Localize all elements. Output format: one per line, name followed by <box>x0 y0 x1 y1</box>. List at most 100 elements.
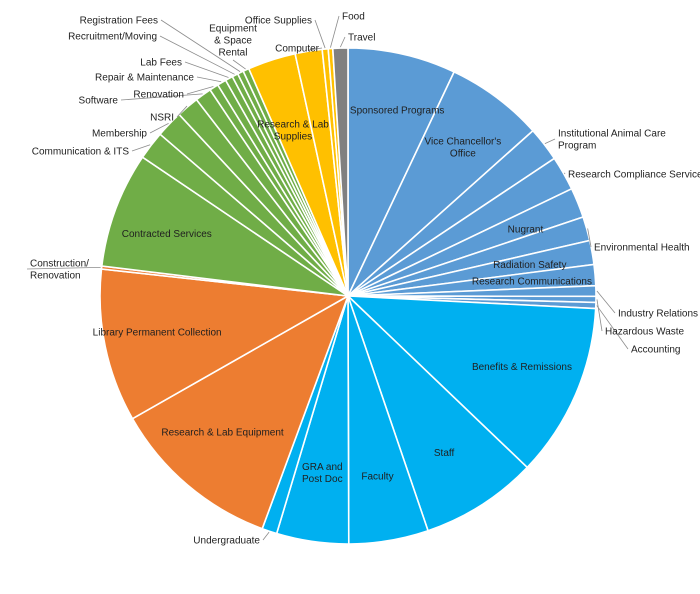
slice-sponsored-programs <box>347 47 456 297</box>
slice-hazardous-waste-label: Hazardous Waste <box>605 327 685 338</box>
slice-construction-renovation-label: Construction/Renovation <box>30 259 89 282</box>
slice-gra-and-post-doc-label: GRA and Post Doc <box>302 462 343 485</box>
slice-radiation-safety-label: Radiation Safety <box>493 260 566 271</box>
slice-communication-its-label: Communication & ITS <box>32 147 130 158</box>
slice-membership-label-line: Membership <box>92 129 147 140</box>
slice-research-compliance-services-label: Research Compliance Services <box>568 170 700 181</box>
slice-office-supplies-label-line: Office Supplies <box>245 16 312 27</box>
slice-research-communications-label-line: Research Communications <box>472 276 592 287</box>
slice-communication-its-leader-line <box>131 144 151 152</box>
slice-travel-label: Travel <box>348 33 375 44</box>
slice-communication-its-label-line: Communication & ITS <box>32 147 130 158</box>
slice-undergraduate-label: Undergraduate <box>193 536 260 547</box>
slice-software-label: Software <box>79 96 119 107</box>
slice-research-lab-supplies-label-line: Supplies <box>274 132 312 143</box>
slice-benefits-remissions <box>345 295 597 469</box>
slice-recruitment-moving-label-line: Recruitment/Moving <box>68 32 157 43</box>
slice-nsri-leader-line <box>176 105 188 118</box>
slices-layer <box>99 47 597 545</box>
slice-environmental-health-label-line: Environmental Health <box>594 243 690 254</box>
slice-benefits-remissions-label-line: Benefits & Remissions <box>472 362 572 373</box>
slice-equipment-space-rental-label-line: Rental <box>219 48 248 59</box>
slice-vice-chancellor-s-office-label: Vice Chancellor's Office <box>425 136 502 159</box>
slice-research-lab-equipment-label-line: Research & Lab Equipment <box>161 428 284 439</box>
slice-food-label: Food <box>342 12 365 23</box>
slice-hazardous-waste-label-line: Hazardous Waste <box>605 327 685 338</box>
slice-office-supplies-leader-line <box>314 19 326 49</box>
slice-research-lab-supplies-label-line: Research & Lab <box>257 120 329 131</box>
slice-sponsored-programs-label-line: Sponsored Programs <box>350 105 445 116</box>
slice-gra-and-post-doc-label-line: Post Doc <box>302 474 343 485</box>
slice-vice-chancellor-s-office-label-line: Vice Chancellor's <box>425 136 502 147</box>
slice-environmental-health-label: Environmental Health <box>594 243 690 254</box>
slice-construction-renovation-label-line: Renovation <box>30 271 81 282</box>
slice-lab-fees-label: Lab Fees <box>140 58 182 69</box>
slice-industry-relations-leader-line <box>596 290 616 314</box>
slice-registration-fees-leader-line <box>160 19 241 72</box>
slice-staff-label: Staff <box>434 448 455 459</box>
slice-undergraduate-leader-line <box>262 531 270 541</box>
slice-food-leader-line <box>330 15 340 48</box>
slice-faculty-label-line: Faculty <box>361 472 393 483</box>
slice-contracted-services-label-line: Contracted Services <box>122 229 212 240</box>
slice-faculty-label: Faculty <box>361 472 393 483</box>
slice-equipment-space-rental-label-line: & Space <box>214 36 252 47</box>
slice-institutional-animal-care-program-label-line: Program <box>558 141 596 152</box>
slice-research-lab-equipment-label: Research & Lab Equipment <box>161 428 284 439</box>
slice-nsri-label-line: NSRI <box>150 113 174 124</box>
slice-nugrant-label-line: Nugrant <box>508 224 544 235</box>
slice-research-communications-label: Research Communications <box>472 276 592 287</box>
slice-nsri-label: NSRI <box>150 113 174 124</box>
slice-repair-maintenance-leader-line <box>196 76 222 83</box>
slice-recruitment-moving-leader-line <box>159 35 235 75</box>
slice-hazardous-waste-leader-line <box>596 299 603 332</box>
slice-travel <box>331 47 349 297</box>
slice-benefits-remissions-label: Benefits & Remissions <box>472 362 572 373</box>
slice-travel-label-line: Travel <box>348 33 375 44</box>
slice-recruitment-moving-label: Recruitment/Moving <box>68 32 157 43</box>
slice-industry-relations-label-line: Industry Relations <box>618 309 698 320</box>
slice-registration-fees-label-line: Registration Fees <box>80 16 158 27</box>
slice-accounting-leader-line <box>596 305 629 350</box>
slice-renovation-label-line: Renovation <box>133 90 184 101</box>
slice-institutional-animal-care-program-label: Institutional Animal Care Program <box>558 129 666 152</box>
slice-equipment-space-rental-leader-line <box>232 59 246 70</box>
slice-renovation-label: Renovation <box>133 90 184 101</box>
leaders-layer <box>26 15 629 541</box>
slice-research-lab-supplies-label: Research & Lab Supplies <box>257 120 329 143</box>
slice-environmental-health-leader-line <box>587 228 592 248</box>
slice-renovation-leader-line <box>186 86 214 95</box>
slice-construction-renovation-label-line: Construction/ <box>30 259 89 270</box>
slice-sponsored-programs-label: Sponsored Programs <box>350 105 445 116</box>
slice-nugrant-label: Nugrant <box>508 224 544 235</box>
slice-repair-maintenance-label-line: Repair & Maintenance <box>95 73 194 84</box>
slice-gra-and-post-doc-label-line: GRA and <box>302 462 343 473</box>
slice-food-label-line: Food <box>342 12 365 23</box>
slice-institutional-animal-care-program-leader-line <box>544 138 556 144</box>
slice-contracted-services-label: Contracted Services <box>122 229 212 240</box>
slice-research-compliance-services-leader-line <box>564 172 566 175</box>
slice-travel-leader-line <box>339 36 346 48</box>
slice-accounting-label-line: Accounting <box>631 345 680 356</box>
slice-staff-label-line: Staff <box>434 448 455 459</box>
slice-institutional-animal-care-program-label-line: Institutional Animal Care <box>558 129 666 140</box>
slice-radiation-safety-label-line: Radiation Safety <box>493 260 566 271</box>
slice-vice-chancellor-s-office-label-line: Office <box>450 148 476 159</box>
slice-registration-fees-label: Registration Fees <box>80 16 158 27</box>
slice-industry-relations-label: Industry Relations <box>618 309 698 320</box>
slice-membership-label: Membership <box>92 129 147 140</box>
slice-library-permanent-collection <box>99 268 351 420</box>
slice-software-leader-line <box>120 93 203 101</box>
slice-repair-maintenance-label: Repair & Maintenance <box>95 73 194 84</box>
slice-lab-fees-leader-line <box>184 61 229 78</box>
slice-library-permanent-collection-label: Library Permanent Collection <box>93 328 222 339</box>
slice-equipment-space-rental-label-line: Equipment <box>209 24 257 35</box>
slice-research-lab-equipment <box>131 294 350 530</box>
slice-equipment-space-rental-label: Equipment & Space Rental <box>209 24 257 59</box>
slice-computer-label: Computer <box>275 44 320 55</box>
slice-research-compliance-services-label-line: Research Compliance Services <box>568 170 700 181</box>
slice-staff <box>347 295 529 532</box>
